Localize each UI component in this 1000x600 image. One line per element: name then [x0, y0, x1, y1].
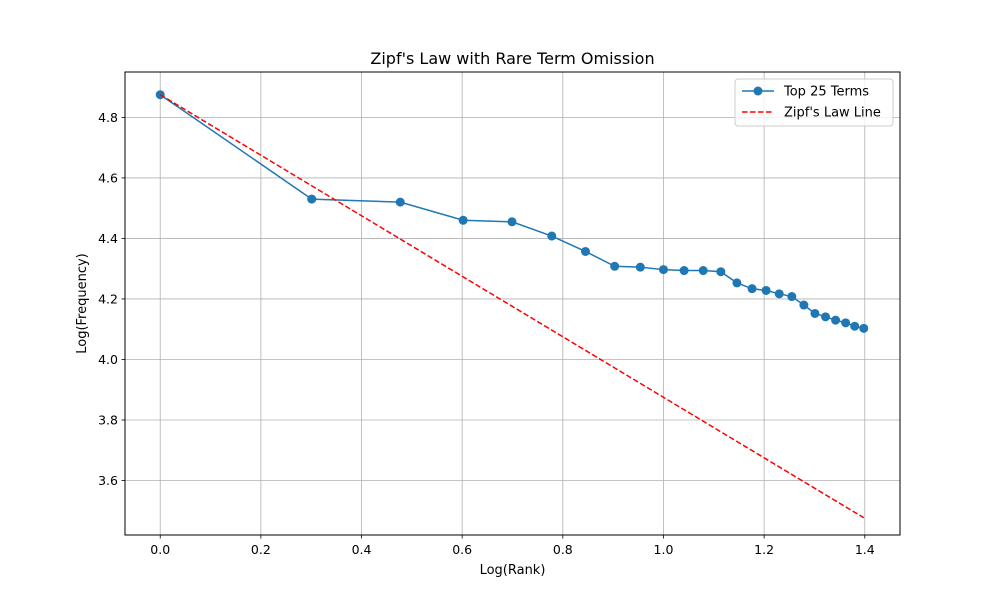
legend: Top 25 Terms Zipf's Law Line: [734, 78, 894, 127]
x-tick-label: 0.4: [352, 542, 372, 557]
plot-area-frame: [124, 71, 901, 536]
data-point-top-25-terms: [610, 261, 620, 271]
data-point-top-25-terms: [821, 312, 831, 322]
legend-label-zipfs-law: Zipf's Law Line: [784, 106, 881, 121]
y-tick-label: 3.8: [98, 413, 118, 428]
data-point-top-25-terms: [761, 285, 771, 295]
data-point-top-25-terms: [658, 265, 668, 275]
y-tick-label: 4.4: [98, 231, 118, 246]
x-tick-label: 0.2: [251, 542, 271, 557]
data-point-top-25-terms: [787, 292, 797, 302]
data-point-top-25-terms: [732, 278, 742, 288]
data-point-top-25-terms: [679, 266, 689, 276]
data-point-top-25-terms: [458, 215, 468, 225]
y-axis-label: Log(Frequency): [75, 253, 90, 354]
x-tick-label: 0.8: [553, 542, 573, 557]
plot-series: [155, 90, 869, 519]
data-point-top-25-terms: [799, 300, 809, 310]
data-point-top-25-terms: [635, 262, 645, 272]
data-point-top-25-terms: [859, 323, 869, 333]
y-tick-label: 3.6: [98, 473, 118, 488]
data-point-top-25-terms: [716, 267, 726, 277]
y-tick-label: 4.6: [98, 170, 118, 185]
data-point-top-25-terms: [841, 318, 851, 328]
data-point-top-25-terms: [810, 308, 820, 318]
grid: [125, 72, 900, 535]
ticks: 0.0 0.2 0.4 0.6 0.8 1.0 1.2 1.4 3.6 3.8 4.0 4.2 4.4 4…: [98, 110, 875, 557]
data-point-top-25-terms: [580, 246, 590, 256]
chart-title: Zipf's Law with Rare Term Omission: [370, 49, 654, 68]
x-tick-label: 1.0: [654, 542, 674, 557]
data-point-top-25-terms: [395, 197, 405, 207]
data-point-top-25-terms: [850, 321, 860, 331]
legend-box: [734, 78, 894, 127]
series-line-zipfs-law: [159, 94, 865, 519]
y-tick-label: 4.8: [98, 110, 118, 125]
x-axis-label: Log(Rank): [480, 563, 546, 578]
y-tick-label: 4.0: [98, 352, 118, 367]
legend-marker-top-25-terms: [753, 86, 763, 96]
x-tick-label: 1.2: [754, 542, 774, 557]
x-tick-label: 0.0: [150, 542, 170, 557]
data-point-top-25-terms: [831, 315, 841, 325]
x-tick-label: 1.4: [855, 542, 875, 557]
data-point-top-25-terms: [507, 217, 517, 227]
x-tick-label: 0.6: [452, 542, 472, 557]
data-point-top-25-terms: [155, 90, 165, 100]
data-point-top-25-terms: [307, 194, 317, 204]
data-point-top-25-terms: [747, 284, 757, 294]
data-point-top-25-terms: [774, 289, 784, 299]
legend-label-top-25-terms: Top 25 Terms: [783, 85, 869, 100]
y-tick-label: 4.2: [98, 291, 118, 306]
data-point-top-25-terms: [698, 266, 708, 276]
data-point-top-25-terms: [547, 231, 557, 241]
